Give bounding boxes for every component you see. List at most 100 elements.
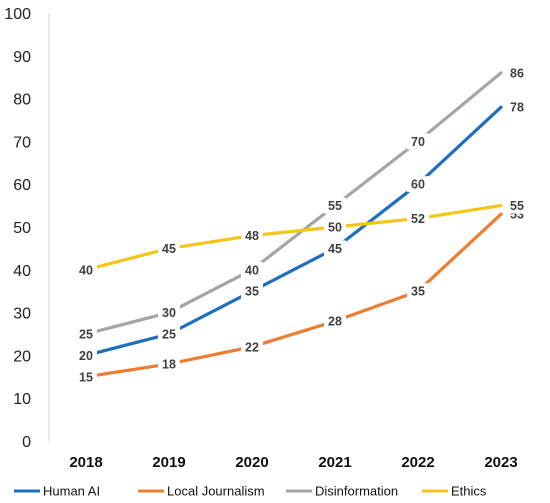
data-label-bg [506, 197, 528, 214]
data-label: 45 [324, 240, 346, 257]
data-label-text: 20 [79, 349, 93, 363]
legend-item: Disinformation [286, 484, 398, 499]
data-label: 22 [241, 338, 263, 355]
series-line [84, 105, 503, 357]
data-label-text: 25 [79, 328, 93, 342]
data-label-text: 78 [510, 101, 524, 115]
data-label-bg [75, 368, 97, 385]
legend-item: Ethics [422, 484, 487, 499]
data-label-bg [241, 261, 263, 278]
y-tick-label: 40 [13, 263, 31, 280]
data-label: 25 [158, 326, 180, 342]
series-line [84, 212, 503, 379]
y-tick-label: 70 [13, 134, 31, 151]
data-label: 30 [158, 304, 180, 321]
data-label: 20 [75, 347, 97, 364]
data-label: 86 [506, 64, 528, 81]
data-label: 52 [407, 210, 429, 227]
y-tick-label: 100 [4, 6, 31, 23]
data-label: 45 [158, 240, 180, 257]
data-label-bg [75, 347, 97, 364]
x-tick-label: 2021 [318, 454, 351, 471]
data-label-bg [324, 197, 346, 214]
data-label-bg [506, 99, 528, 116]
data-label-bg [158, 355, 180, 372]
data-label-text: 55 [328, 199, 342, 213]
data-label: 78 [506, 99, 528, 116]
x-tick-label: 2018 [69, 454, 102, 471]
x-tick-labels: 2018 2019 2020 2021 2022 2023 [69, 454, 517, 471]
data-label-text: 40 [79, 263, 93, 277]
legend-item: Human AI [14, 484, 100, 499]
x-tick-label: 2023 [484, 454, 517, 471]
data-label: 25 [75, 326, 97, 342]
data-label: 40 [241, 261, 263, 278]
data-label: 35 [241, 283, 263, 300]
y-tick-label: 80 [13, 92, 31, 109]
data-label-bg [324, 313, 346, 330]
data-label: 55 [506, 197, 528, 214]
data-label-bg [158, 304, 180, 321]
data-label-text: 40 [245, 263, 259, 277]
series-line [84, 204, 503, 272]
data-label: 18 [158, 355, 180, 372]
data-label-text: 48 [245, 229, 259, 243]
data-label-bg [158, 326, 180, 342]
data-label-text: 70 [411, 135, 425, 149]
data-label-bg [407, 283, 429, 300]
data-label-text: 25 [162, 328, 176, 342]
data-label-text: 52 [411, 212, 425, 226]
data-label-text: 45 [162, 242, 176, 256]
data-label-text: 18 [162, 357, 176, 371]
y-tick-label: 90 [13, 49, 31, 66]
y-tick-labels: 0 10 20 30 40 50 60 70 80 90 100 [4, 6, 31, 451]
data-label-bg [407, 176, 429, 193]
data-label-bg [506, 64, 528, 81]
y-tick-label: 30 [13, 306, 31, 323]
data-label-text: 28 [328, 315, 342, 329]
y-tick-label: 50 [13, 220, 31, 237]
data-label-bg [407, 210, 429, 227]
series-lines [84, 71, 503, 379]
data-label-bg [407, 133, 429, 150]
data-label-text: 45 [328, 242, 342, 256]
data-label-text: 55 [510, 199, 524, 213]
data-label: 60 [407, 176, 429, 193]
data-label-bg [75, 261, 97, 278]
legend-item: Local Journalism [138, 484, 265, 499]
y-tick-label: 10 [13, 391, 31, 408]
data-label: 70 [407, 133, 429, 150]
data-label-bg [324, 240, 346, 257]
data-label: 50 [324, 219, 346, 235]
legend-label: Human AI [43, 484, 100, 499]
data-label-text: 86 [510, 66, 524, 80]
y-tick-label: 60 [13, 177, 31, 194]
legend: Human AI Local Journalism Disinformation Et… [14, 484, 487, 499]
data-label-text: 35 [245, 285, 259, 299]
data-label-bg [75, 326, 97, 342]
data-label: 35 [407, 283, 429, 300]
series-line [84, 71, 503, 336]
data-label-text: 30 [162, 306, 176, 320]
data-label-text: 15 [79, 370, 93, 384]
data-label-bg [158, 240, 180, 257]
y-tick-label: 20 [13, 348, 31, 365]
data-label: 55 [324, 197, 346, 214]
x-tick-label: 2019 [152, 454, 185, 471]
y-tick-label: 0 [22, 434, 31, 451]
data-label-bg [241, 283, 263, 300]
data-label-text: 22 [245, 340, 259, 354]
x-tick-label: 2022 [401, 454, 434, 471]
data-label: 40 [75, 261, 97, 278]
data-label-text: 35 [411, 285, 425, 299]
data-labels: 2025354560781518222835532530405570864045… [75, 64, 528, 385]
data-label: 28 [324, 313, 346, 330]
data-label-bg [241, 338, 263, 355]
legend-label: Ethics [451, 484, 487, 499]
data-label: 15 [75, 368, 97, 385]
data-label-bg [324, 219, 346, 235]
data-label-bg [241, 227, 263, 244]
data-label-text: 60 [411, 178, 425, 192]
data-label-text: 50 [328, 221, 342, 235]
